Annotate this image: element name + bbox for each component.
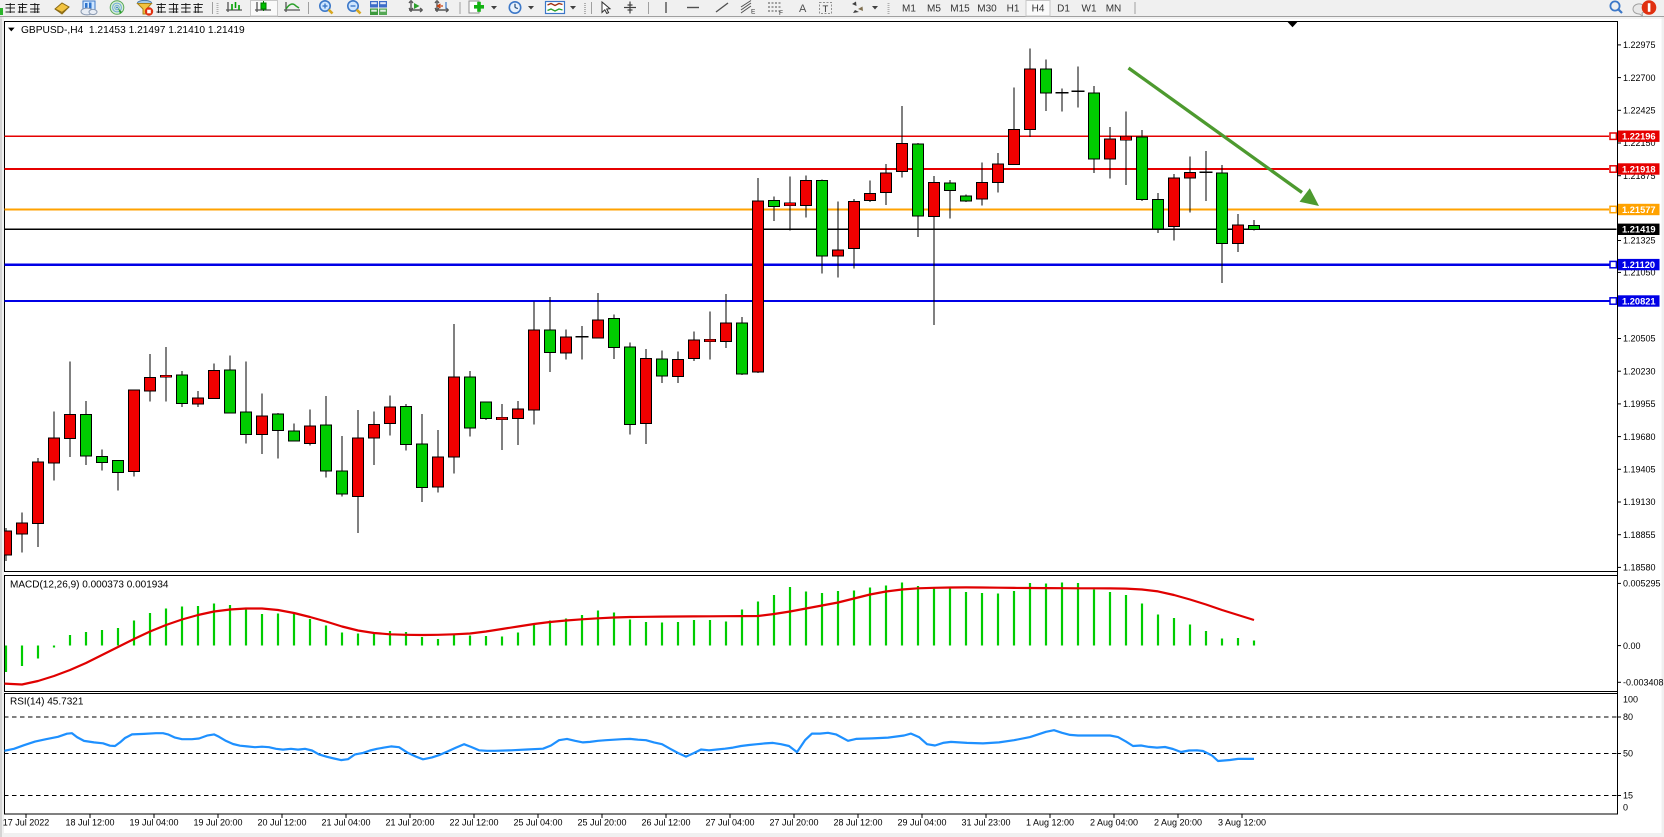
svg-text:21 Jul 04:00: 21 Jul 04:00 <box>321 818 370 828</box>
svg-text:1.21325: 1.21325 <box>1623 236 1656 246</box>
svg-text:22 Jul 12:00: 22 Jul 12:00 <box>449 818 498 828</box>
svg-text:1.19955: 1.19955 <box>1623 399 1656 409</box>
svg-text:1.22196: 1.22196 <box>1622 132 1656 142</box>
svg-text:25 Jul 04:00: 25 Jul 04:00 <box>513 818 562 828</box>
svg-text:M1: M1 <box>902 4 916 15</box>
svg-text:M5: M5 <box>927 4 941 15</box>
svg-text:1.21050: 1.21050 <box>1623 268 1656 278</box>
svg-text:1.21577: 1.21577 <box>1622 205 1656 215</box>
svg-text:A: A <box>799 3 807 15</box>
svg-text:F: F <box>779 10 783 17</box>
svg-text:0.00: 0.00 <box>1623 641 1641 651</box>
svg-text:D1: D1 <box>1057 4 1070 15</box>
svg-text:W1: W1 <box>1082 4 1097 15</box>
svg-text:28 Jul 12:00: 28 Jul 12:00 <box>833 818 882 828</box>
svg-text:3 Aug 12:00: 3 Aug 12:00 <box>1218 818 1266 828</box>
svg-text:1.18580: 1.18580 <box>1623 563 1656 573</box>
svg-text:1.20230: 1.20230 <box>1623 366 1656 376</box>
svg-text:1.19680: 1.19680 <box>1623 432 1656 442</box>
svg-text:2 Aug 04:00: 2 Aug 04:00 <box>1090 818 1138 828</box>
svg-text:H4: H4 <box>1032 4 1045 15</box>
svg-text:0.005295: 0.005295 <box>1623 579 1661 589</box>
svg-text:MACD(12,26,9) 0.000373 0.00193: MACD(12,26,9) 0.000373 0.001934 <box>10 580 169 591</box>
svg-text:18 Jul 12:00: 18 Jul 12:00 <box>65 818 114 828</box>
svg-text:0: 0 <box>1623 803 1628 813</box>
svg-text:1.18855: 1.18855 <box>1623 530 1656 540</box>
svg-text:T: T <box>823 4 829 15</box>
svg-text:80: 80 <box>1623 712 1633 722</box>
svg-text:E: E <box>751 9 756 16</box>
svg-text:M15: M15 <box>950 4 970 15</box>
svg-text:100: 100 <box>1623 694 1638 704</box>
svg-text:1.22425: 1.22425 <box>1623 106 1656 116</box>
svg-text:M30: M30 <box>977 4 997 15</box>
svg-text:MN: MN <box>1106 4 1122 15</box>
svg-text:1.20821: 1.20821 <box>1622 296 1656 306</box>
svg-text:31 Jul 23:00: 31 Jul 23:00 <box>961 818 1010 828</box>
svg-text:1.22150: 1.22150 <box>1623 138 1656 148</box>
svg-text:20 Jul 12:00: 20 Jul 12:00 <box>257 818 306 828</box>
svg-text:17 Jul 2022: 17 Jul 2022 <box>3 818 50 828</box>
svg-text:1.19130: 1.19130 <box>1623 497 1656 507</box>
svg-text:H1: H1 <box>1007 4 1020 15</box>
svg-text:21 Jul 20:00: 21 Jul 20:00 <box>385 818 434 828</box>
svg-text:27 Jul 04:00: 27 Jul 04:00 <box>705 818 754 828</box>
svg-text:19 Jul 20:00: 19 Jul 20:00 <box>193 818 242 828</box>
svg-text:50: 50 <box>1623 749 1633 759</box>
svg-text:1.22700: 1.22700 <box>1623 73 1656 83</box>
svg-text:15: 15 <box>1623 791 1633 801</box>
svg-text:19 Jul 04:00: 19 Jul 04:00 <box>129 818 178 828</box>
svg-text:1.21120: 1.21120 <box>1622 260 1655 270</box>
svg-text:1.20505: 1.20505 <box>1623 334 1656 344</box>
svg-text:27 Jul 20:00: 27 Jul 20:00 <box>769 818 818 828</box>
svg-text:1.21875: 1.21875 <box>1623 171 1656 181</box>
svg-text:1.19405: 1.19405 <box>1623 465 1656 475</box>
svg-text:29 Jul 04:00: 29 Jul 04:00 <box>897 818 946 828</box>
svg-text:-0.003408: -0.003408 <box>1623 678 1664 688</box>
svg-text:2 Aug 20:00: 2 Aug 20:00 <box>1154 818 1202 828</box>
svg-text:1 Aug 12:00: 1 Aug 12:00 <box>1026 818 1074 828</box>
svg-text:GBPUSD-,H4 1.21453 1.21497 1.: GBPUSD-,H4 1.21453 1.21497 1.21410 1.214… <box>21 25 245 36</box>
svg-text:RSI(14) 45.7321: RSI(14) 45.7321 <box>10 697 84 708</box>
svg-text:1.22975: 1.22975 <box>1623 40 1656 50</box>
svg-text:25 Jul 20:00: 25 Jul 20:00 <box>577 818 626 828</box>
svg-text:26 Jul 12:00: 26 Jul 12:00 <box>641 818 690 828</box>
svg-text:1.21419: 1.21419 <box>1622 225 1656 235</box>
svg-text:1.21918: 1.21918 <box>1622 164 1656 174</box>
